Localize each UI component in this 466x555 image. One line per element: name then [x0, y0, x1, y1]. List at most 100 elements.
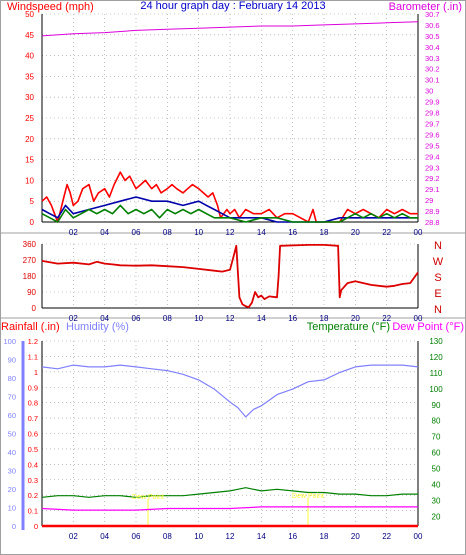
x-tick-label: 16: [288, 228, 297, 237]
rainfall-tick-label: 0.1: [28, 507, 38, 516]
wind-tick-label: 5: [30, 197, 35, 206]
x-tick-label: 12: [226, 532, 235, 541]
x-tick-label: 00: [414, 314, 423, 323]
x-tick-label: 10: [194, 228, 203, 237]
x-tick-label: 08: [163, 228, 172, 237]
rainfall-tick-label: 0.5: [28, 445, 38, 454]
barometer-tick-label: 30.6: [425, 21, 440, 30]
x-tick-label: 00: [414, 532, 423, 541]
x-tick-label: 18: [320, 228, 329, 237]
x-tick-label: 12: [226, 228, 235, 237]
barometer-tick-label: 29.8: [425, 109, 440, 118]
dewpoint-annotation-1: Dew Point: [132, 494, 164, 501]
barometer-tick-label: 29: [425, 196, 433, 205]
barometer-tick-label: 29.9: [425, 98, 440, 107]
x-tick-label: 14: [257, 532, 266, 541]
rainfall-tick-label: 0.2: [28, 491, 38, 500]
x-tick-label: 02: [69, 228, 78, 237]
temperature-tick-label: 120: [429, 353, 443, 362]
x-tick-label: 08: [163, 532, 172, 541]
wind-tick-label: 10: [25, 176, 34, 185]
x-tick-label: 10: [194, 532, 203, 541]
rainfall-tick-label: 1: [34, 368, 38, 377]
humidity-series-line: [41, 364, 419, 418]
wind-tick-label: 40: [25, 52, 34, 61]
temperature-tick-label: 100: [429, 385, 443, 394]
temperature-tick-label: 60: [432, 449, 441, 458]
barometer-tick-label: 30.1: [425, 76, 440, 85]
temperature-tick-label: 20: [432, 512, 441, 521]
chart-title: 24 hour graph day : February 14 2013: [140, 0, 325, 12]
barometer-tick-label: 30.4: [425, 43, 440, 52]
wind-tick-label: 20: [25, 135, 34, 144]
wind-tick-label: 50: [25, 10, 34, 19]
temperature-axis-label: Temperature (°F): [307, 321, 390, 333]
dewpoint-annotation-2: Dew Point: [292, 493, 324, 500]
wind-tick-label: 30: [25, 93, 34, 102]
rainfall-tick-label: 0.3: [28, 476, 38, 485]
rainfall-tick-label: 0.7: [28, 414, 38, 423]
dewpoint-series-line: [41, 506, 418, 511]
temperature-tick-label: 110: [430, 369, 443, 378]
direction-letter-label: W: [433, 256, 444, 268]
windspeed-axis-label: Windspeed (mph): [7, 1, 94, 13]
barometer-tick-label: 28.8: [425, 218, 440, 227]
barometer-tick-label: 29.5: [425, 141, 440, 150]
x-tick-label: 16: [288, 532, 297, 541]
wind-tick-label: 25: [25, 114, 34, 123]
temperature-tick-label: 40: [432, 481, 441, 490]
temperature-tick-label: 130: [429, 337, 443, 346]
direction-tick-label: 0: [32, 304, 37, 313]
x-tick-label: 10: [194, 314, 203, 323]
humidity-tick-label: 20: [8, 485, 16, 494]
barometer-tick-label: 30.2: [425, 65, 440, 74]
humidity-tick-label: 10: [8, 504, 16, 513]
x-tick-label: 00: [414, 228, 423, 237]
barometer-tick-label: 29.1: [425, 185, 440, 194]
rainfall-tick-label: 1.1: [28, 352, 38, 361]
direction-letter-label: N: [434, 304, 442, 316]
direction-tick-label: 270: [23, 256, 37, 265]
temperature-series-line: [41, 487, 418, 498]
humidity-tick-label: 100: [3, 337, 16, 346]
x-tick-label: 18: [320, 314, 329, 323]
x-tick-label: 22: [382, 314, 391, 323]
temperature-tick-label: 90: [432, 401, 441, 410]
x-tick-label: 22: [382, 228, 391, 237]
barometer-tick-label: 30: [425, 87, 433, 96]
temperature-tick-label: 80: [432, 417, 441, 426]
direction-letter-label: S: [434, 272, 441, 284]
x-tick-label: 02: [69, 314, 78, 323]
barometer-series-line: [41, 21, 419, 37]
rainfall-tick-label: 1.2: [28, 337, 38, 346]
barometer-tick-label: 29.7: [425, 119, 440, 128]
wind-tick-label: 15: [25, 156, 34, 165]
x-tick-label: 06: [132, 314, 141, 323]
x-tick-label: 04: [100, 532, 109, 541]
x-tick-label: 04: [100, 228, 109, 237]
barometer-tick-label: 30.3: [425, 54, 440, 63]
rainfall-tick-label: 0.4: [28, 460, 38, 469]
direction-letter-label: N: [434, 240, 442, 252]
barometer-axis-label: Barometer (.in): [389, 1, 462, 13]
direction-letter-label: E: [434, 288, 441, 300]
x-tick-label: 06: [132, 228, 141, 237]
x-tick-label: 14: [257, 228, 266, 237]
rainfall-tick-label: 0.9: [28, 383, 38, 392]
rainfall-tick-label: 0: [34, 522, 38, 531]
rainfall-tick-label: 0.8: [28, 399, 38, 408]
temperature-tick-label: 70: [432, 433, 441, 442]
humidity-tick-label: 60: [8, 411, 16, 420]
wind-tick-label: 45: [25, 31, 34, 40]
direction-tick-label: 90: [27, 288, 36, 297]
x-tick-label: 22: [382, 532, 391, 541]
barometer-tick-label: 29.4: [425, 152, 440, 161]
humidity-tick-label: 70: [8, 393, 16, 402]
humidity-tick-label: 0: [12, 522, 16, 531]
x-tick-label: 08: [163, 314, 172, 323]
x-tick-label: 14: [257, 314, 266, 323]
